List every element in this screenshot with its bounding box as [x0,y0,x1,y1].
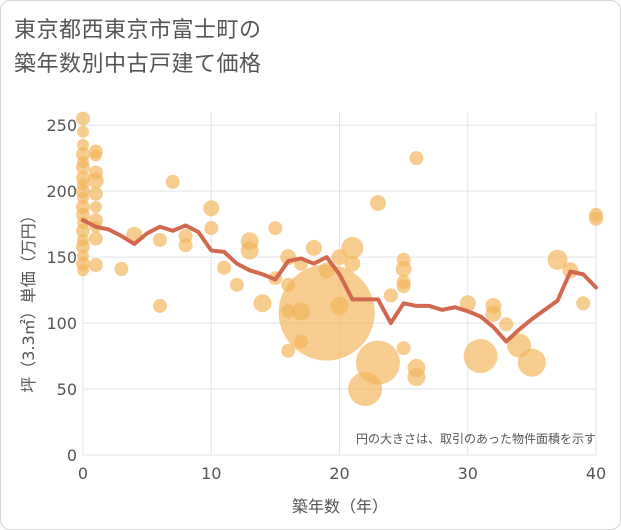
bubble-point-62 [383,288,398,303]
bubble-point-42 [253,294,272,313]
bubble-point-52 [305,239,322,256]
bubble-point-15 [76,239,90,254]
bubble-point-77 [517,348,546,377]
bubble-point-27 [88,231,103,246]
bubble-point-5 [76,160,90,175]
bubble-point-74 [485,305,502,322]
bubble-series [76,111,603,407]
bubble-point-33 [165,174,180,189]
bubble-point-57 [341,236,364,259]
bubble-point-31 [152,232,167,247]
x-tick-label-3: 30 [458,464,478,483]
bubble-point-18 [77,264,89,277]
y-tick-label-4: 200 [46,182,77,201]
x-tick-label-2: 20 [329,464,349,483]
chart-title-line-2: 築年数別中古戸建て価格 [14,52,262,77]
y-axis-label: 坪（3.3㎡）単価（万円） [19,207,38,392]
x-axis-label: 築年数（年） [292,497,388,516]
bubble-point-20 [89,149,102,162]
bubble-point-22 [87,172,104,189]
bubble-point-38 [217,260,232,275]
bubble-point-56 [330,296,349,315]
bubble-point-72 [463,339,498,374]
bubble-point-58 [344,255,361,272]
bubble-point-80 [576,296,591,311]
x-tick-label-1: 10 [201,464,221,483]
chart-title-line-1: 東京都西東京市富士町の [14,18,262,43]
bubble-point-36 [203,200,220,217]
bubble-point-23 [88,186,103,201]
bubble-point-0 [76,111,90,126]
bubble-point-29 [114,261,129,276]
bubble-point-35 [178,238,193,253]
y-tick-label-2: 100 [46,314,77,333]
bubble-point-1 [77,125,89,138]
chart-title: 東京都西東京市富士町の 築年数別中古戸建て価格 [14,14,262,82]
y-tick-label-1: 50 [57,380,77,399]
bubble-point-64 [395,260,412,277]
bubble-point-67 [396,341,411,356]
x-tick-label-0: 0 [78,464,88,483]
bubble-point-61 [369,195,386,212]
bubble-point-37 [204,221,219,236]
x-tick-label-4: 40 [586,464,606,483]
bubble-point-13 [76,223,90,238]
bubble-point-68 [409,151,424,166]
bubble-point-43 [268,221,283,236]
bubble-point-82 [589,211,603,226]
bubble-point-53 [278,264,375,361]
bubble-point-28 [88,258,103,273]
y-tick-label-3: 150 [46,248,77,267]
bubble-point-60 [355,340,400,385]
size-legend-note: 円の大きさは、取引のあった物件面積を示す [356,431,596,446]
bubble-point-54 [318,262,335,279]
bubble-point-48 [281,343,296,358]
average-price-line [81,218,598,344]
axis-ticks: 0 50 100 150 200 250 0 10 20 30 40 [46,116,606,483]
average-line-series [81,218,598,344]
bubble-point-41 [240,241,259,260]
bubble-point-78 [547,249,568,270]
bubble-point-32 [152,298,167,313]
bubble-point-75 [499,317,514,332]
y-tick-label-0: 0 [67,446,77,465]
bubble-point-71 [459,295,476,312]
bubble-point-66 [396,279,411,294]
y-tick-label-5: 250 [46,116,77,135]
bubble-point-70 [407,368,426,387]
bubble-point-39 [229,277,244,292]
bubble-point-24 [89,200,102,213]
